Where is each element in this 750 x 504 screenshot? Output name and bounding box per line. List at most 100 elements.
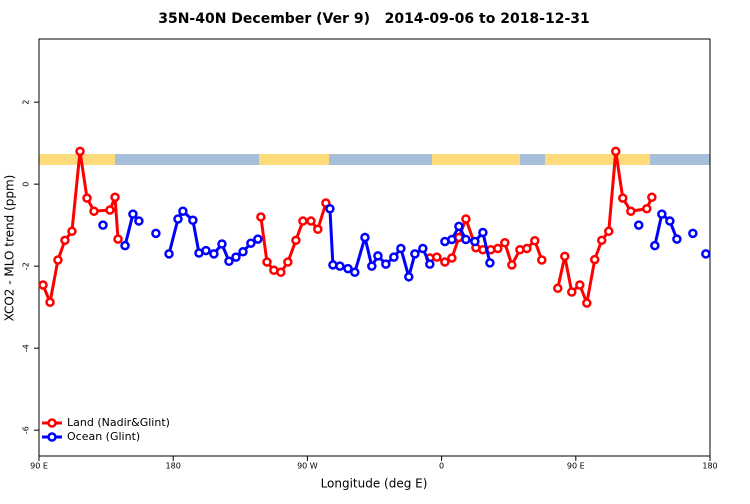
point	[410, 249, 420, 259]
point	[201, 245, 211, 256]
point	[611, 146, 621, 157]
point	[113, 234, 123, 244]
y-tick-label: -6	[22, 426, 31, 434]
y-tick-label: 0	[22, 182, 31, 187]
point	[688, 228, 698, 239]
legend-marker	[47, 432, 57, 442]
point	[522, 243, 532, 254]
point	[164, 249, 174, 259]
point	[313, 224, 323, 235]
point	[560, 251, 570, 262]
point	[128, 209, 138, 219]
point	[188, 215, 198, 225]
point	[173, 214, 183, 224]
point	[672, 234, 682, 244]
point	[350, 267, 360, 278]
point	[53, 255, 63, 265]
x-tick-label: 180	[702, 462, 717, 471]
legend-label: Land (Nadir&Glint)	[67, 416, 170, 429]
point	[454, 221, 464, 232]
point	[575, 280, 585, 290]
point	[432, 252, 442, 262]
point	[360, 232, 370, 243]
point	[404, 272, 414, 282]
point	[537, 255, 547, 265]
point	[283, 257, 293, 267]
y-axis-label: XCO2 - MLO trend (ppm)	[3, 175, 17, 322]
point	[493, 243, 503, 254]
y-tick-label: -4	[22, 344, 31, 352]
point	[478, 227, 488, 238]
point	[567, 287, 577, 297]
point	[447, 253, 457, 263]
point	[530, 235, 540, 246]
x-tick-label: 90 W	[297, 462, 318, 471]
x-tick-label: 90 E	[30, 462, 48, 471]
point	[650, 240, 660, 251]
point	[306, 216, 316, 226]
point	[507, 260, 517, 270]
point	[45, 297, 55, 307]
point	[82, 193, 92, 203]
point	[209, 249, 219, 259]
land-ocean-strip	[39, 154, 710, 165]
point	[231, 252, 241, 262]
point	[461, 234, 471, 245]
point	[589, 254, 600, 265]
point	[335, 261, 345, 271]
point	[618, 193, 628, 203]
point	[657, 209, 667, 219]
point	[110, 192, 120, 203]
point	[238, 247, 248, 257]
y-tick-label: -2	[22, 262, 31, 270]
point	[120, 240, 130, 251]
series-line	[41, 151, 654, 309]
legend-marker	[47, 418, 57, 428]
point	[500, 238, 510, 248]
point	[626, 206, 636, 216]
point	[217, 239, 227, 249]
point	[178, 206, 188, 216]
point	[447, 234, 457, 245]
chart-title: 35N-40N December (Ver 9) 2014-09-06 to 2…	[158, 11, 590, 27]
point	[553, 283, 563, 294]
x-tick-label: 90 E	[567, 462, 585, 471]
x-axis-label: Longitude (deg E)	[321, 477, 428, 491]
point	[67, 226, 77, 237]
point	[604, 226, 614, 237]
point	[224, 256, 234, 266]
point	[325, 204, 335, 214]
point	[38, 280, 48, 290]
point	[75, 146, 85, 157]
legend-label: Ocean (Glint)	[67, 430, 140, 443]
point	[298, 216, 308, 226]
point	[647, 192, 657, 203]
point	[262, 257, 272, 267]
point	[461, 214, 471, 224]
point	[582, 298, 592, 308]
point	[642, 204, 652, 214]
point	[105, 205, 115, 215]
point	[89, 206, 99, 216]
point	[470, 236, 480, 247]
point	[98, 220, 108, 230]
point	[253, 234, 263, 244]
point	[373, 251, 383, 261]
point	[367, 261, 377, 271]
point	[276, 267, 286, 278]
series-line	[125, 209, 706, 277]
x-tick-label: 180	[166, 462, 181, 471]
point	[440, 257, 450, 267]
point	[134, 216, 144, 226]
point	[60, 235, 70, 246]
point	[246, 238, 256, 248]
point	[291, 235, 301, 246]
point	[151, 228, 161, 239]
point	[596, 235, 607, 246]
point	[633, 220, 644, 230]
point	[701, 249, 711, 259]
point	[665, 216, 675, 226]
point	[389, 252, 399, 262]
plot-frame	[38, 38, 711, 457]
